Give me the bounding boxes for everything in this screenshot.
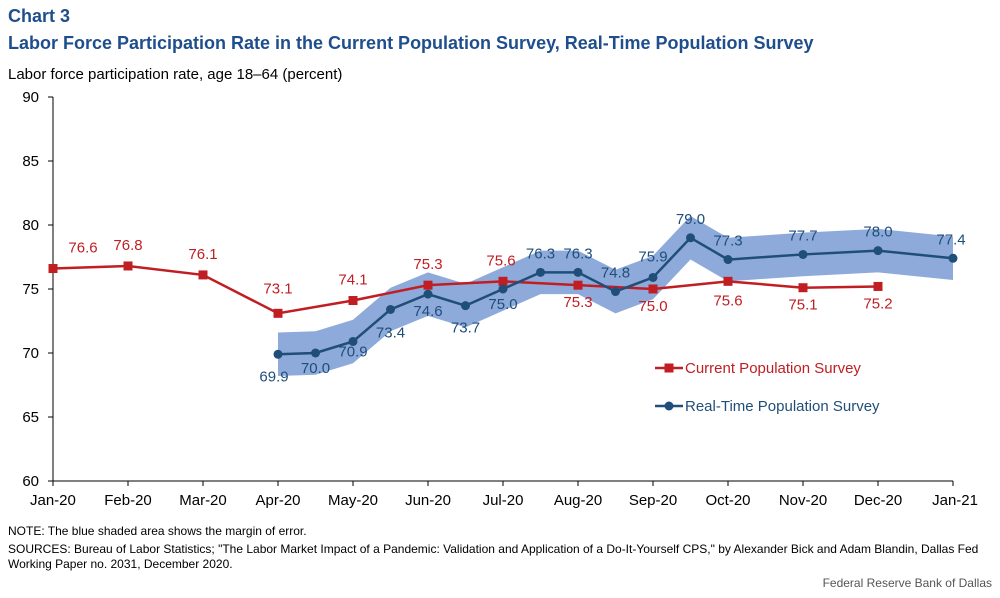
rps-data-label: 69.9 (259, 368, 288, 385)
cps-data-label: 75.6 (486, 252, 515, 269)
cps-line (52, 264, 879, 315)
rps-data-label: 77.4 (936, 231, 965, 248)
y-tick-label: 65 (22, 409, 39, 426)
rps-data-label: 79.0 (676, 211, 705, 228)
cps-data-label: 74.1 (338, 272, 367, 289)
x-tick-label: Jan-20 (30, 492, 76, 509)
chart-title: Labor Force Participation Rate in the Cu… (8, 33, 814, 53)
cps-data-label: 73.1 (263, 280, 292, 297)
rps-data-label: 74.8 (601, 265, 630, 282)
cps-marker (498, 276, 508, 286)
rps-marker (648, 272, 658, 282)
rps-line (277, 236, 954, 356)
legend-rps-marker (664, 401, 674, 411)
legend-cps-label: Current Population Survey (685, 360, 861, 377)
y-tick-label: 80 (22, 217, 39, 234)
cps-marker (423, 280, 433, 290)
x-tick-label: Nov-20 (779, 492, 827, 509)
y-tick-label: 85 (22, 153, 39, 170)
rps-marker (873, 246, 883, 256)
cps-marker (798, 283, 808, 293)
cps-marker (48, 264, 58, 274)
y-tick-label: 60 (22, 473, 39, 490)
x-tick-label: Mar-20 (179, 492, 227, 509)
y-tick-label: 90 (22, 89, 39, 106)
x-tick-label: Oct-20 (705, 492, 750, 509)
rps-marker (948, 253, 958, 263)
cps-marker (648, 284, 658, 294)
cps-data-label: 76.8 (113, 237, 142, 254)
rps-marker (273, 349, 283, 359)
rps-marker (386, 304, 395, 314)
rps-marker (461, 301, 470, 311)
rps-data-label: 75.0 (488, 296, 517, 313)
cps-data-label: 76.6 (68, 240, 97, 257)
x-tick-label: Sep-20 (629, 492, 677, 509)
rps-marker (423, 289, 433, 299)
cps-data-label: 75.3 (563, 294, 592, 311)
y-tick-label: 70 (22, 345, 39, 362)
rps-data-label: 70.0 (301, 360, 330, 377)
rps-marker (573, 267, 583, 277)
legend-cps-marker (664, 363, 674, 373)
footnote-note: NOTE: The blue shaded area shows the mar… (8, 524, 307, 538)
rps-marker (348, 336, 358, 346)
x-tick-label: Dec-20 (854, 492, 902, 509)
x-tick-label: May-20 (328, 492, 378, 509)
cps-marker (198, 270, 208, 280)
x-tick-label: Jul-20 (483, 492, 524, 509)
y-axis-title: Labor force participation rate, age 18–6… (8, 66, 343, 83)
cps-marker (348, 296, 358, 306)
x-tick-label: Apr-20 (255, 492, 300, 509)
cps-data-label: 75.1 (788, 297, 817, 314)
rps-marker (611, 287, 620, 297)
rps-data-label: 75.9 (638, 248, 667, 265)
cps-marker (273, 308, 283, 318)
x-tick-label: Feb-20 (104, 492, 152, 509)
rps-marker (498, 284, 508, 294)
rps-data-label: 73.7 (451, 320, 480, 337)
y-tick-label: 75 (22, 281, 39, 298)
legend-rps-label: Real-Time Population Survey (685, 398, 880, 415)
cps-data-label: 75.3 (413, 256, 442, 273)
cps-marker (723, 276, 733, 286)
rps-marker (723, 255, 733, 265)
cps-marker (573, 280, 583, 290)
rps-data-label: 76.3 (526, 245, 555, 262)
rps-marker (686, 233, 695, 243)
cps-marker (873, 281, 883, 291)
rps-data-label: 77.3 (713, 233, 742, 250)
rps-data-label: 77.7 (788, 227, 817, 244)
cps-data-label: 75.6 (713, 292, 742, 309)
cps-marker (123, 261, 133, 271)
cps-data-label: 75.0 (638, 298, 667, 315)
rps-data-label: 73.4 (376, 324, 405, 341)
x-tick-label: Aug-20 (554, 492, 602, 509)
source-credit: Federal Reserve Bank of Dallas (822, 576, 992, 590)
rps-data-label: 78.0 (863, 224, 892, 241)
x-tick-label: Jun-20 (405, 492, 451, 509)
cps-data-label: 76.1 (188, 246, 217, 263)
rps-data-label: 74.6 (413, 303, 442, 320)
x-tick-label: Jan-21 (932, 492, 978, 509)
rps-marker (311, 348, 320, 358)
chart-number: Chart 3 (8, 6, 71, 26)
rps-marker (536, 267, 545, 277)
rps-data-label: 70.9 (338, 343, 367, 360)
cps-data-label: 75.2 (863, 295, 892, 312)
rps-marker (798, 249, 808, 259)
footnote-sources: SOURCES: Bureau of Labor Statistics; "Th… (8, 542, 979, 571)
rps-data-label: 76.3 (563, 245, 592, 262)
